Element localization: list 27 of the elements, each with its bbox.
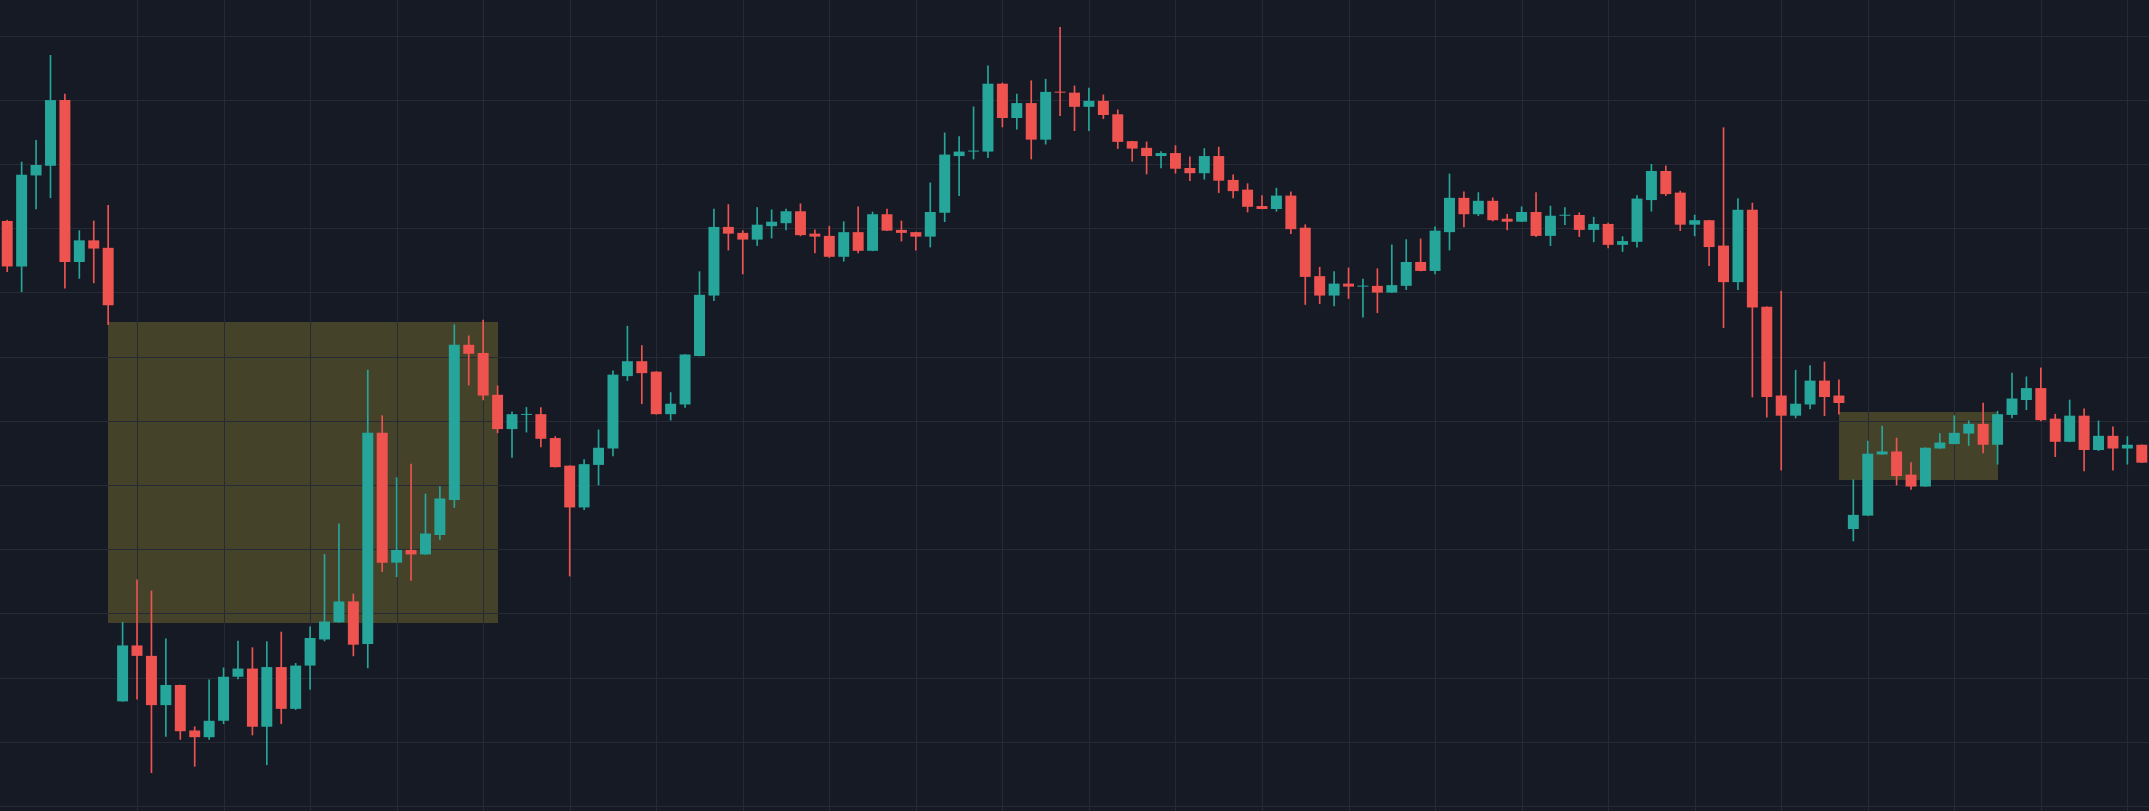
candlestick bbox=[809, 229, 821, 254]
candlestick bbox=[232, 640, 244, 680]
candlestick bbox=[30, 140, 42, 210]
candlestick bbox=[636, 345, 648, 405]
candlestick bbox=[463, 335, 475, 386]
candlestick bbox=[405, 463, 417, 581]
candlestick bbox=[1775, 290, 1787, 471]
candlestick bbox=[1876, 425, 1888, 455]
candlestick bbox=[1155, 151, 1167, 169]
candlestick bbox=[1054, 27, 1066, 117]
candlestick bbox=[160, 638, 172, 737]
candlestick bbox=[333, 523, 345, 623]
candlestick bbox=[1501, 213, 1513, 231]
candlestick bbox=[1588, 216, 1600, 243]
candlestick bbox=[737, 230, 749, 275]
candlestick bbox=[1256, 195, 1268, 210]
candlestick bbox=[131, 579, 143, 700]
candlestick bbox=[1184, 156, 1196, 182]
candlestick bbox=[189, 726, 201, 767]
candlestick bbox=[1386, 244, 1398, 293]
candlestick bbox=[1559, 207, 1571, 226]
candlestick bbox=[203, 679, 215, 740]
candlestick bbox=[1833, 379, 1845, 415]
candlestick bbox=[1357, 278, 1369, 318]
candlestick bbox=[1083, 87, 1095, 132]
candlestick bbox=[953, 136, 965, 196]
candlestick bbox=[88, 220, 100, 284]
